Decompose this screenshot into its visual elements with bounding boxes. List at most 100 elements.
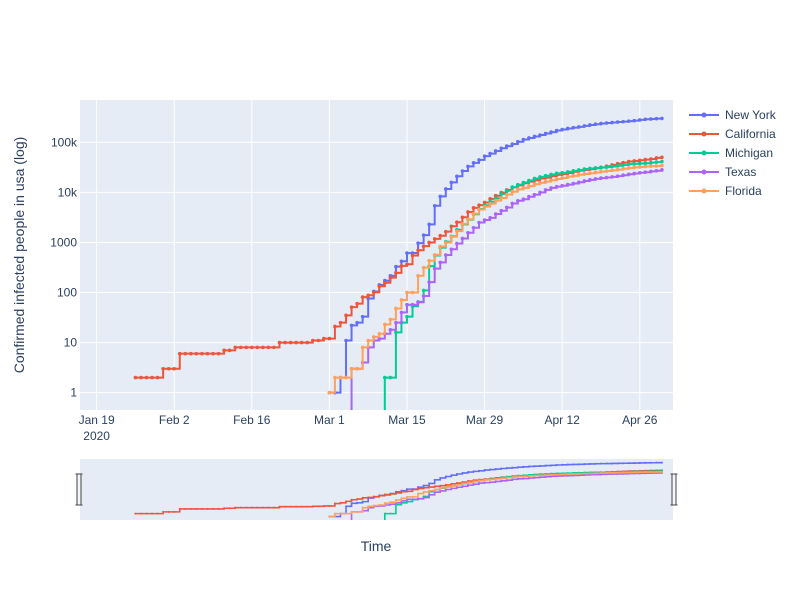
data-point-michigan (538, 175, 542, 179)
slider-point-california (389, 492, 392, 495)
slider-point-california (328, 504, 331, 507)
legend-item-michigan[interactable]: Michigan (689, 146, 773, 160)
slider-point-new-york (361, 500, 364, 503)
data-point-california (349, 305, 354, 309)
slider-point-florida (649, 471, 652, 474)
data-point-texas (593, 177, 598, 181)
data-point-california (660, 155, 664, 160)
legend-item-new-york[interactable]: New York (689, 108, 777, 122)
data-point-california (183, 351, 188, 356)
data-point-texas (621, 173, 625, 178)
data-point-texas (443, 253, 448, 257)
slider-point-new-york (433, 478, 436, 481)
data-point-michigan (516, 182, 520, 187)
data-point-michigan (599, 165, 603, 170)
data-point-new-york (471, 161, 476, 165)
slider-point-florida (411, 495, 414, 498)
slider-point-texas (417, 497, 420, 500)
range-slider-left-handle[interactable] (75, 473, 83, 506)
data-point-michigan (405, 314, 409, 319)
slider-point-new-york (605, 462, 608, 465)
slider-point-florida (394, 499, 397, 502)
legend-item-texas[interactable]: Texas (689, 165, 756, 179)
data-point-california (200, 351, 204, 356)
data-point-new-york (532, 134, 537, 139)
data-point-texas (565, 182, 570, 187)
slider-point-california (212, 507, 215, 510)
data-point-texas (549, 186, 553, 190)
slider-point-florida (444, 486, 447, 489)
data-point-texas (521, 197, 526, 202)
range-slider[interactable] (80, 459, 673, 520)
slider-point-california (300, 505, 303, 508)
data-point-texas (615, 174, 620, 178)
data-point-california (637, 158, 642, 163)
data-point-california (327, 336, 332, 341)
data-point-florida (538, 181, 542, 185)
data-point-michigan (593, 166, 598, 170)
data-point-california (322, 336, 326, 341)
data-point-michigan (588, 166, 592, 171)
slider-point-texas (461, 485, 464, 488)
data-point-florida (460, 221, 465, 226)
data-point-new-york (488, 151, 492, 156)
slider-point-new-york (660, 461, 663, 464)
slider-point-texas (516, 477, 519, 480)
data-point-new-york (504, 144, 509, 148)
slider-point-new-york (439, 476, 442, 479)
data-point-new-york (649, 117, 653, 121)
slider-point-california (333, 502, 336, 505)
slider-point-new-york (494, 468, 497, 471)
data-point-texas (399, 310, 404, 315)
data-point-michigan (510, 185, 515, 189)
data-point-new-york (582, 124, 587, 128)
data-point-michigan (649, 160, 653, 165)
data-point-texas (416, 300, 420, 305)
data-point-new-york (438, 194, 443, 199)
data-point-new-york (349, 323, 354, 328)
data-point-new-york (549, 130, 553, 134)
slider-point-florida (633, 471, 636, 474)
data-point-texas (504, 205, 509, 210)
data-point-florida (510, 189, 515, 194)
data-point-florida (383, 322, 387, 327)
slider-point-california (311, 505, 314, 508)
slider-point-california (228, 507, 231, 510)
data-point-california (194, 351, 199, 356)
slider-point-california (261, 506, 264, 509)
slider-point-florida (356, 510, 359, 513)
slider-point-new-york (649, 461, 652, 464)
slider-point-texas (522, 477, 525, 480)
slider-point-california (439, 484, 442, 487)
data-point-texas (632, 171, 637, 176)
data-point-florida (521, 186, 526, 190)
data-point-michigan (543, 173, 548, 178)
data-point-florida (488, 201, 492, 206)
data-point-new-york (405, 251, 409, 255)
data-point-michigan (582, 167, 587, 171)
slider-point-florida (333, 512, 336, 515)
data-point-california (410, 253, 415, 258)
data-point-florida (610, 168, 614, 173)
legend-label: Florida (725, 184, 762, 198)
range-slider-right-handle[interactable] (670, 473, 678, 506)
x-tick-label: Feb 16 (233, 413, 271, 427)
data-point-florida (327, 390, 332, 395)
data-point-michigan (499, 192, 503, 196)
data-point-florida (543, 179, 548, 184)
data-point-texas (344, 417, 348, 421)
data-point-california (244, 345, 249, 350)
data-point-new-york (449, 180, 454, 185)
data-point-florida (355, 366, 359, 371)
data-point-california (493, 193, 498, 198)
slider-point-new-york (527, 465, 530, 468)
data-point-california (643, 157, 648, 162)
slider-point-california (184, 507, 187, 510)
data-point-michigan (604, 165, 609, 169)
slider-point-florida (622, 471, 625, 474)
slider-point-florida (389, 501, 392, 504)
data-point-texas (532, 192, 537, 197)
legend-item-florida[interactable]: Florida (689, 184, 762, 198)
legend-item-california[interactable]: California (689, 127, 776, 141)
slider-point-florida (417, 492, 420, 495)
